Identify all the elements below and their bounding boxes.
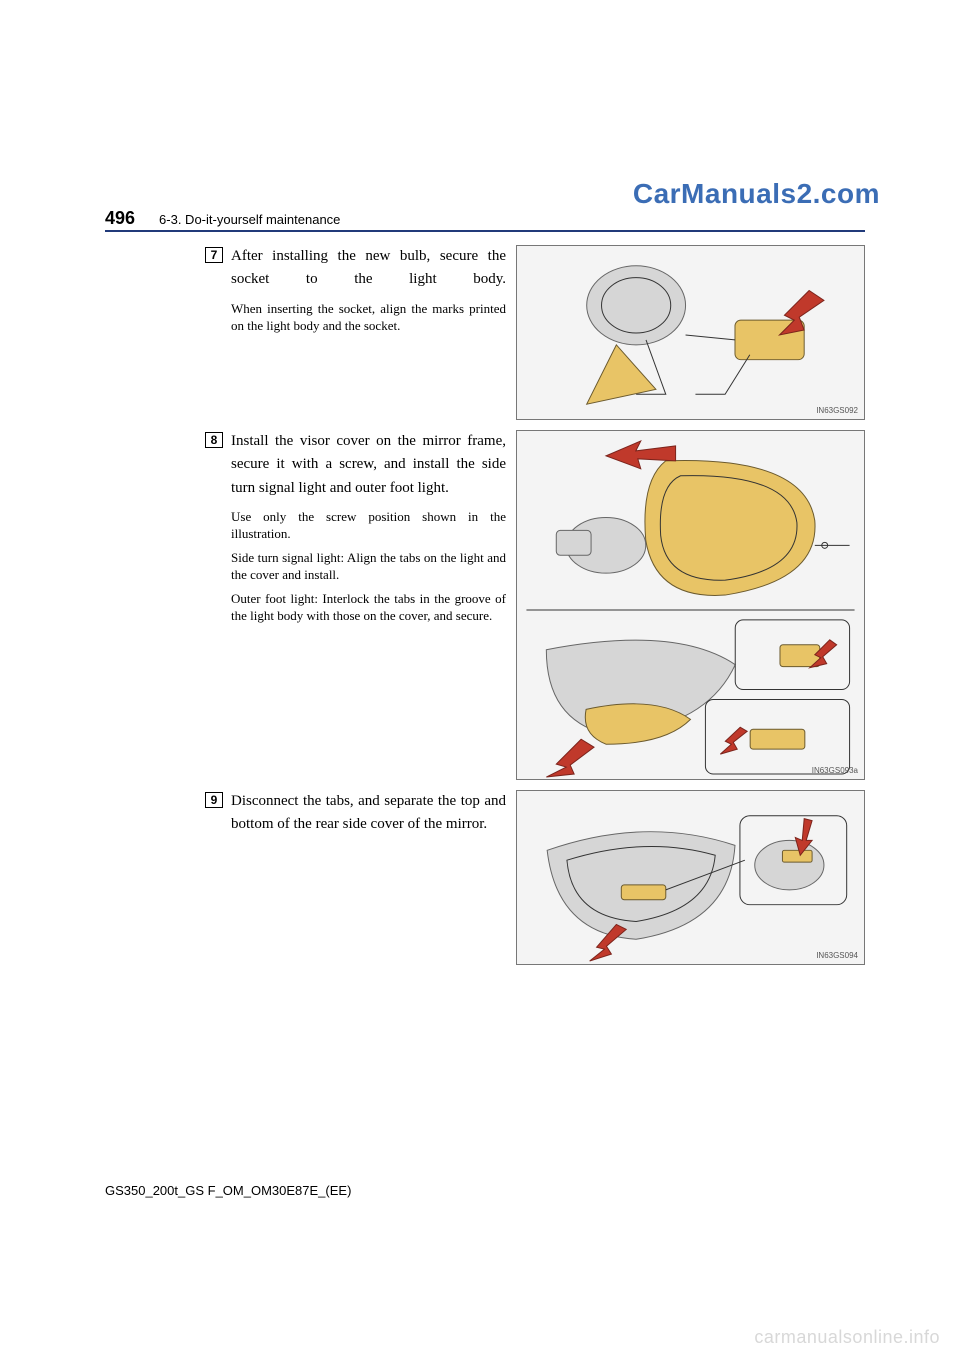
figure-7: IN63GS092 (516, 245, 865, 420)
figure-column: IN63GS092 (516, 245, 865, 420)
figure-label: IN63GS093a (812, 766, 858, 775)
step-8: 8 Install the visor cover on the mirror … (205, 430, 865, 780)
step-text: Install the visor cover on the mirror fr… (231, 430, 516, 631)
illustration-7 (517, 246, 864, 419)
step-7: 7 After installing the new bulb, secure … (205, 245, 865, 420)
content-area: 7 After installing the new bulb, secure … (205, 245, 865, 975)
footer-reference: GS350_200t_GS F_OM_OM30E87E_(EE) (105, 1183, 351, 1198)
figure-9: IN63GS094 (516, 790, 865, 965)
step-9: 9 Disconnect the tabs, and separate the … (205, 790, 865, 965)
step-sub-text: Side turn signal light: Align the tabs o… (231, 549, 506, 584)
watermark-top: CarManuals2.com (633, 178, 880, 210)
step-text: Disconnect the tabs, and separate the to… (231, 790, 516, 845)
page: CarManuals2.com 496 6-3. Do-it-yourself … (0, 0, 960, 1358)
step-sub-text: Use only the screw position shown in the… (231, 508, 506, 543)
step-number-box: 8 (205, 432, 223, 448)
figure-column: IN63GS094 (516, 790, 865, 965)
step-text: After installing the new bulb, secure th… (231, 245, 516, 341)
illustration-8 (517, 431, 864, 779)
step-number-box: 9 (205, 792, 223, 808)
step-main-text: Install the visor cover on the mirror fr… (231, 430, 506, 500)
section-title: 6-3. Do-it-yourself maintenance (159, 212, 340, 227)
page-number: 496 (105, 208, 135, 228)
step-main-text: Disconnect the tabs, and separate the to… (231, 790, 506, 837)
figure-8: IN63GS093a (516, 430, 865, 780)
step-sub-text: When inserting the socket, align the mar… (231, 300, 506, 335)
step-number-box: 7 (205, 247, 223, 263)
figure-label: IN63GS092 (816, 406, 858, 415)
step-main-text: After installing the new bulb, secure th… (231, 245, 506, 292)
header-rule (105, 230, 865, 232)
figure-label: IN63GS094 (816, 951, 858, 960)
page-header: 496 6-3. Do-it-yourself maintenance (105, 208, 865, 232)
watermark-bottom: carmanualsonline.info (754, 1327, 940, 1348)
illustration-9 (517, 791, 864, 964)
figure-column: IN63GS093a (516, 430, 865, 780)
step-sub-text: Outer foot light: Interlock the tabs in … (231, 590, 506, 625)
